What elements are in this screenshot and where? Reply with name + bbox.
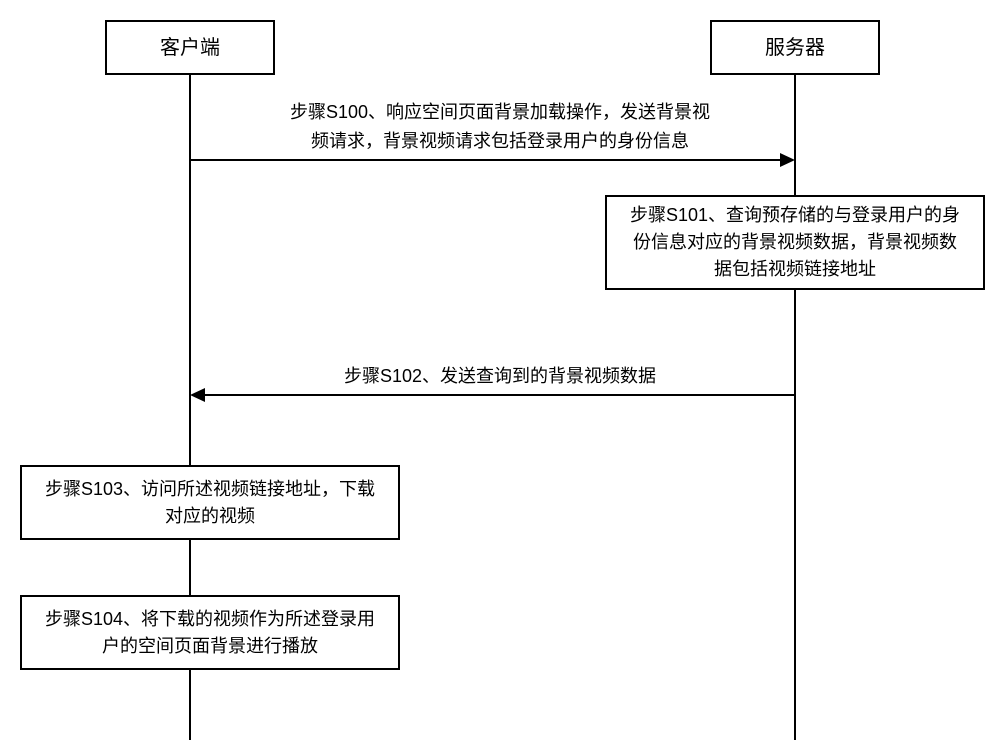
step-s103-text: 步骤S103、访问所述视频链接地址，下载 对应的视频 xyxy=(45,476,375,530)
step-s101-box: 步骤S101、查询预存储的与登录用户的身 份信息对应的背景视频数据，背景视频数 … xyxy=(605,195,985,290)
actor-client-box: 客户端 xyxy=(105,20,275,75)
actor-server-label: 服务器 xyxy=(765,33,825,63)
step-s101-text: 步骤S101、查询预存储的与登录用户的身 份信息对应的背景视频数据，背景视频数 … xyxy=(630,202,960,283)
actor-client-label: 客户端 xyxy=(160,33,220,63)
sequence-diagram: 客户端 服务器 步骤S100、响应空间页面背景加载操作，发送背景视 频请求，背景… xyxy=(0,0,1000,755)
lifeline-server xyxy=(794,75,796,740)
actor-server-box: 服务器 xyxy=(710,20,880,75)
step-s103-box: 步骤S103、访问所述视频链接地址，下载 对应的视频 xyxy=(20,465,400,540)
message-s102-arrow xyxy=(190,387,795,403)
message-s100-arrow xyxy=(190,152,795,168)
step-s104-box: 步骤S104、将下载的视频作为所述登录用 户的空间页面背景进行播放 xyxy=(20,595,400,670)
message-s100-label: 步骤S100、响应空间页面背景加载操作，发送背景视 频请求，背景视频请求包括登录… xyxy=(250,98,750,156)
step-s104-text: 步骤S104、将下载的视频作为所述登录用 户的空间页面背景进行播放 xyxy=(45,606,375,660)
